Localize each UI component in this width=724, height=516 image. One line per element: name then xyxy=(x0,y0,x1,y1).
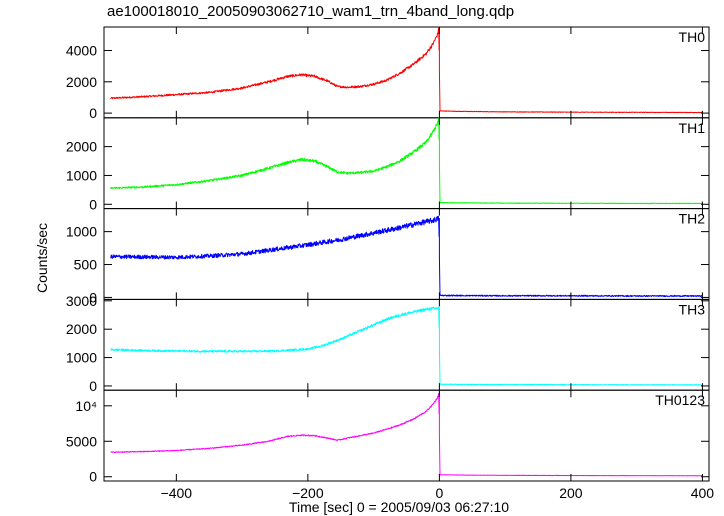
y-tick-label-th0: 0 xyxy=(89,105,97,121)
panel-label-th3: TH3 xyxy=(679,301,706,317)
series-line-th2 xyxy=(110,215,703,298)
y-tick-label-th0123: 10⁴ xyxy=(75,398,97,414)
y-tick-label-th2: 500 xyxy=(74,257,98,273)
y-tick-label-th3: 3000 xyxy=(66,293,97,309)
y-tick-label-th1: 2000 xyxy=(66,139,97,155)
x-tick-label: 0 xyxy=(435,485,443,501)
panel-frame-th3 xyxy=(103,298,710,391)
series-line-th3 xyxy=(110,306,703,386)
series-line-th0 xyxy=(110,27,703,114)
y-tick-label-th0: 2000 xyxy=(66,74,97,90)
x-tick-label: −400 xyxy=(161,485,193,501)
y-tick-label-th0123: 0 xyxy=(89,469,97,485)
panel-label-th2: TH2 xyxy=(679,211,706,227)
y-tick-label-th1: 0 xyxy=(89,196,97,212)
y-tick-label-th1: 1000 xyxy=(66,167,97,183)
y-tick-label-th0: 4000 xyxy=(66,42,97,58)
x-tick-label: −200 xyxy=(292,485,324,501)
series-line-th0123 xyxy=(110,393,703,477)
panel-label-th0123: TH0123 xyxy=(655,392,705,408)
panel-frame-th1 xyxy=(103,117,710,210)
y-tick-label-th0123: 5000 xyxy=(66,433,97,449)
panel-frame-th2 xyxy=(103,208,710,300)
y-tick-label-th2: 1000 xyxy=(66,224,97,240)
panel-label-th0: TH0 xyxy=(679,29,706,45)
y-tick-label-th3: 0 xyxy=(89,378,97,394)
x-tick-label: 200 xyxy=(559,485,583,501)
panel-label-th1: TH1 xyxy=(679,120,706,136)
series-line-th1 xyxy=(110,117,703,205)
y-tick-label-th3: 1000 xyxy=(66,350,97,366)
y-tick-label-th3: 2000 xyxy=(66,321,97,337)
y-tick-label-th2: 0 xyxy=(89,289,97,305)
x-tick-label: 400 xyxy=(691,485,715,501)
panel-frame-th0123 xyxy=(103,389,710,482)
x-axis-label: Time [sec] 0 = 2005/09/03 06:27:10 xyxy=(288,499,510,515)
chart-title: ae100018010_20050903062710_wam1_trn_4ban… xyxy=(107,3,515,20)
panel-frame-th0 xyxy=(103,26,710,119)
